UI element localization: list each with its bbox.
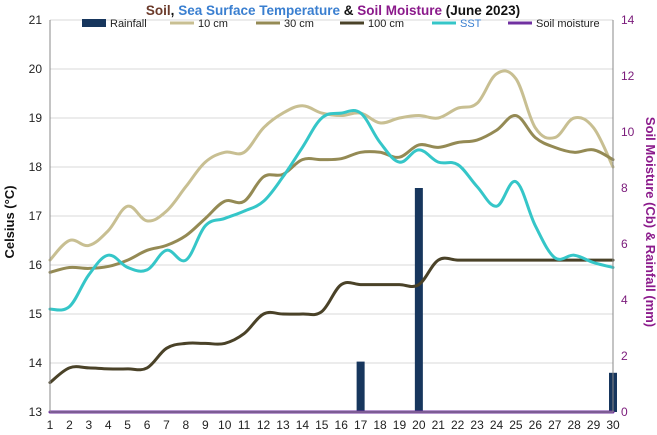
x-tick-30: 30 <box>606 418 620 432</box>
legend-label-sst: SST <box>460 18 482 30</box>
legend-swatch-rainfall <box>82 19 106 27</box>
title-part-0: Soil <box>146 3 171 18</box>
legend-label-100-cm: 100 cm <box>368 18 404 30</box>
series-lines <box>48 69 615 414</box>
x-tick-22: 22 <box>451 418 465 432</box>
title-part-3: & <box>340 3 357 18</box>
y-axis-label: Celsius (°C) <box>2 185 17 258</box>
x-tick-13: 13 <box>276 418 290 432</box>
series-line-100-cm <box>48 256 615 385</box>
x-tick-9: 9 <box>202 418 209 432</box>
x-tick-29: 29 <box>587 418 601 432</box>
chart-title: Soil, Sea Surface Temperature & Soil Moi… <box>146 3 520 18</box>
x-tick-12: 12 <box>257 418 271 432</box>
legend: Rainfall 10 cm 30 cm 100 cm SST Soil moisture <box>82 18 600 30</box>
y2-tick-12: 12 <box>621 69 635 83</box>
series-line-30-cm <box>48 114 615 274</box>
x-tick-20: 20 <box>412 418 426 432</box>
x-tick-4: 4 <box>105 418 112 432</box>
y2-tick-10: 10 <box>621 125 635 139</box>
series-line-10-cm <box>48 69 615 262</box>
x-tick-18: 18 <box>373 418 387 432</box>
title-part-5: (June 2023) <box>442 3 520 18</box>
legend-label-30-cm: 30 cm <box>284 18 314 30</box>
y-tick-16: 16 <box>29 258 43 272</box>
x-tick-6: 6 <box>144 418 151 432</box>
y2-tick-4: 4 <box>621 293 628 307</box>
title-part-2: Sea Surface Temperature <box>178 3 340 18</box>
x-tick-21: 21 <box>432 418 446 432</box>
y2-tick-14: 14 <box>621 13 635 27</box>
y-tick-18: 18 <box>29 160 43 174</box>
x-tick-28: 28 <box>567 418 581 432</box>
x-tick-15: 15 <box>315 418 329 432</box>
x-tick-11: 11 <box>238 418 251 432</box>
title-part-4: Soil Moisture <box>357 3 442 18</box>
x-tick-23: 23 <box>470 418 484 432</box>
y-tick-15: 15 <box>29 307 43 321</box>
x-tick-5: 5 <box>124 418 131 432</box>
x-tick-14: 14 <box>296 418 310 432</box>
axes <box>49 20 614 413</box>
y-tick-21: 21 <box>29 13 43 27</box>
y2-tick-8: 8 <box>621 181 628 195</box>
x-tick-26: 26 <box>529 418 543 432</box>
y2-axis-label: Soil Moisture (Cb) & Rainfall (mm) <box>643 117 657 327</box>
x-tick-3: 3 <box>85 418 92 432</box>
x-tick-7: 7 <box>163 418 170 432</box>
x-tick-27: 27 <box>548 418 562 432</box>
y-tick-19: 19 <box>29 111 43 125</box>
y-tick-14: 14 <box>29 356 43 370</box>
legend-label-10-cm: 10 cm <box>198 18 228 30</box>
x-tick-17: 17 <box>354 418 368 432</box>
legend-label-soil-moisture: Soil moisture <box>536 18 600 30</box>
x-tick-8: 8 <box>183 418 190 432</box>
series-line-sst <box>48 109 615 312</box>
title-part-1: , <box>171 3 179 18</box>
rainfall-bar-day-20 <box>414 188 423 412</box>
rainfall-bar-day-17 <box>356 361 365 412</box>
gridlines <box>50 19 613 413</box>
y-tick-17: 17 <box>29 209 43 223</box>
x-tick-16: 16 <box>335 418 349 432</box>
x-tick-19: 19 <box>393 418 407 432</box>
y2-tick-0: 0 <box>621 405 628 419</box>
y2-tick-2: 2 <box>621 349 628 363</box>
x-tick-24: 24 <box>490 418 504 432</box>
y2-tick-6: 6 <box>621 237 628 251</box>
x-tick-2: 2 <box>66 418 73 432</box>
y-tick-20: 20 <box>29 62 43 76</box>
rainfall-bars <box>356 188 617 412</box>
x-tick-10: 10 <box>218 418 232 432</box>
y-tick-13: 13 <box>29 405 43 419</box>
legend-label-rainfall: Rainfall <box>110 18 147 30</box>
x-tick-1: 1 <box>47 418 54 432</box>
x-tick-25: 25 <box>509 418 523 432</box>
